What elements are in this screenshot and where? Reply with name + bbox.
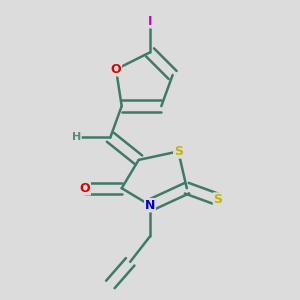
Text: S: S <box>213 193 222 206</box>
Text: O: O <box>80 182 90 195</box>
Text: H: H <box>72 132 81 142</box>
Text: S: S <box>174 145 183 158</box>
Text: N: N <box>145 199 155 212</box>
Text: I: I <box>148 15 152 28</box>
Text: O: O <box>111 63 121 76</box>
